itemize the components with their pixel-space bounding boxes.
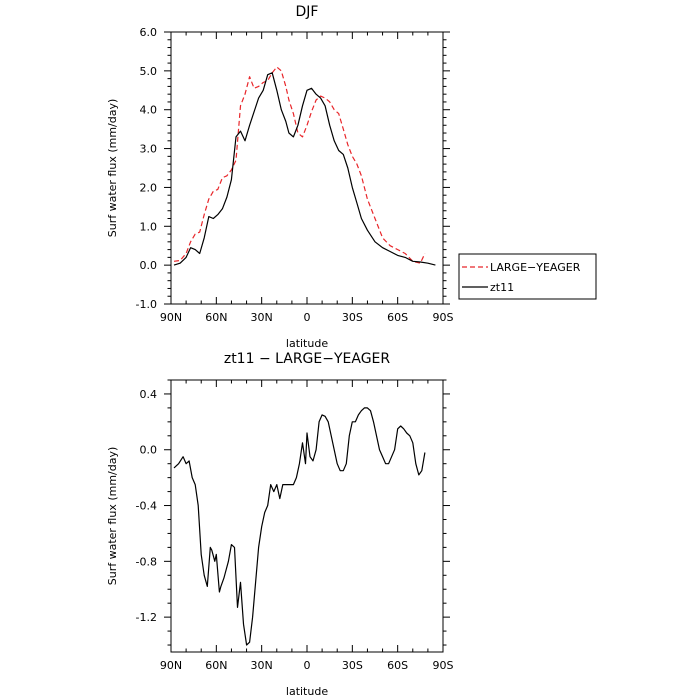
top-series-line-0 xyxy=(173,66,426,264)
bottom-xtick-label: 30S xyxy=(342,659,363,672)
top-xtick-label: 0 xyxy=(304,311,311,324)
bottom-ytick-label: -0.8 xyxy=(136,555,157,568)
bottom-panel-xlabel: latitude xyxy=(286,685,328,698)
top-xtick-label: 60S xyxy=(387,311,408,324)
top-xtick-label: 30N xyxy=(251,311,273,324)
bottom-ytick-label: -0.4 xyxy=(136,500,157,513)
top-panel-ticks: 90N 60N 30N 0 30S 60S 90S -1.0 0.0 1.0 2.0 3.0 4.0 5.… xyxy=(136,26,454,324)
bottom-xtick-label: 30N xyxy=(251,659,273,672)
top-ytick-label: 6.0 xyxy=(140,26,158,39)
bottom-ytick-label: 0.4 xyxy=(140,388,158,401)
top-ytick-label: 1.0 xyxy=(140,220,158,233)
top-xtick-label: 90N xyxy=(160,311,182,324)
top-ytick-label: 0.0 xyxy=(140,259,158,272)
top-ytick-label: 4.0 xyxy=(140,104,158,117)
bottom-xtick-label: 90N xyxy=(160,659,182,672)
bottom-ytick-label: -1.2 xyxy=(136,611,157,624)
bottom-xtick-label: 90S xyxy=(433,659,454,672)
top-ytick-label: 3.0 xyxy=(140,143,158,156)
bottom-ytick-label: 0.0 xyxy=(140,444,158,457)
bottom-panel-series xyxy=(173,407,426,646)
legend-label-large-yeager: LARGE−YEAGER xyxy=(490,261,581,274)
top-xtick-label: 60N xyxy=(205,311,227,324)
top-ytick-label: 2.0 xyxy=(140,181,158,194)
top-xtick-label: 90S xyxy=(433,311,454,324)
legend: LARGE−YEAGER zt11 xyxy=(458,253,597,300)
top-panel-xlabel: latitude xyxy=(286,337,328,350)
bottom-panel-ylabel: Surf water flux (mm/day) xyxy=(106,447,119,586)
top-panel-frame xyxy=(170,31,444,305)
bottom-panel-ticks: 90N 60N 30N 0 30S 60S 90S -1.2 -0.8 -0.4 0.0 0.4 xyxy=(136,379,454,672)
bottom-panel-frame xyxy=(170,379,444,653)
legend-box xyxy=(458,253,597,300)
bottom-xtick-label: 60S xyxy=(387,659,408,672)
bottom-xtick-label: 60N xyxy=(205,659,227,672)
top-ytick-label: -1.0 xyxy=(136,298,157,311)
top-series-line-1 xyxy=(173,72,436,266)
bottom-panel: zt11 − LARGE−YEAGER 90N 60N 30N 0 30S 60S 90S -… xyxy=(106,351,454,698)
legend-label-zt11: zt11 xyxy=(490,281,514,294)
bottom-panel-title: zt11 − LARGE−YEAGER xyxy=(224,351,391,367)
bottom-series-line-0 xyxy=(173,407,426,646)
top-panel-title: DJF xyxy=(296,4,319,20)
top-xtick-label: 30S xyxy=(342,311,363,324)
top-panel: DJF 90N 60N 30N 0 30S 60S 90S -1.0 0.0 1.0 2.0 3.0 4… xyxy=(106,4,597,350)
top-panel-series xyxy=(173,66,436,266)
top-ytick-label: 5.0 xyxy=(140,65,158,78)
top-panel-ylabel: Surf water flux (mm/day) xyxy=(106,99,119,238)
bottom-xtick-label: 0 xyxy=(304,659,311,672)
